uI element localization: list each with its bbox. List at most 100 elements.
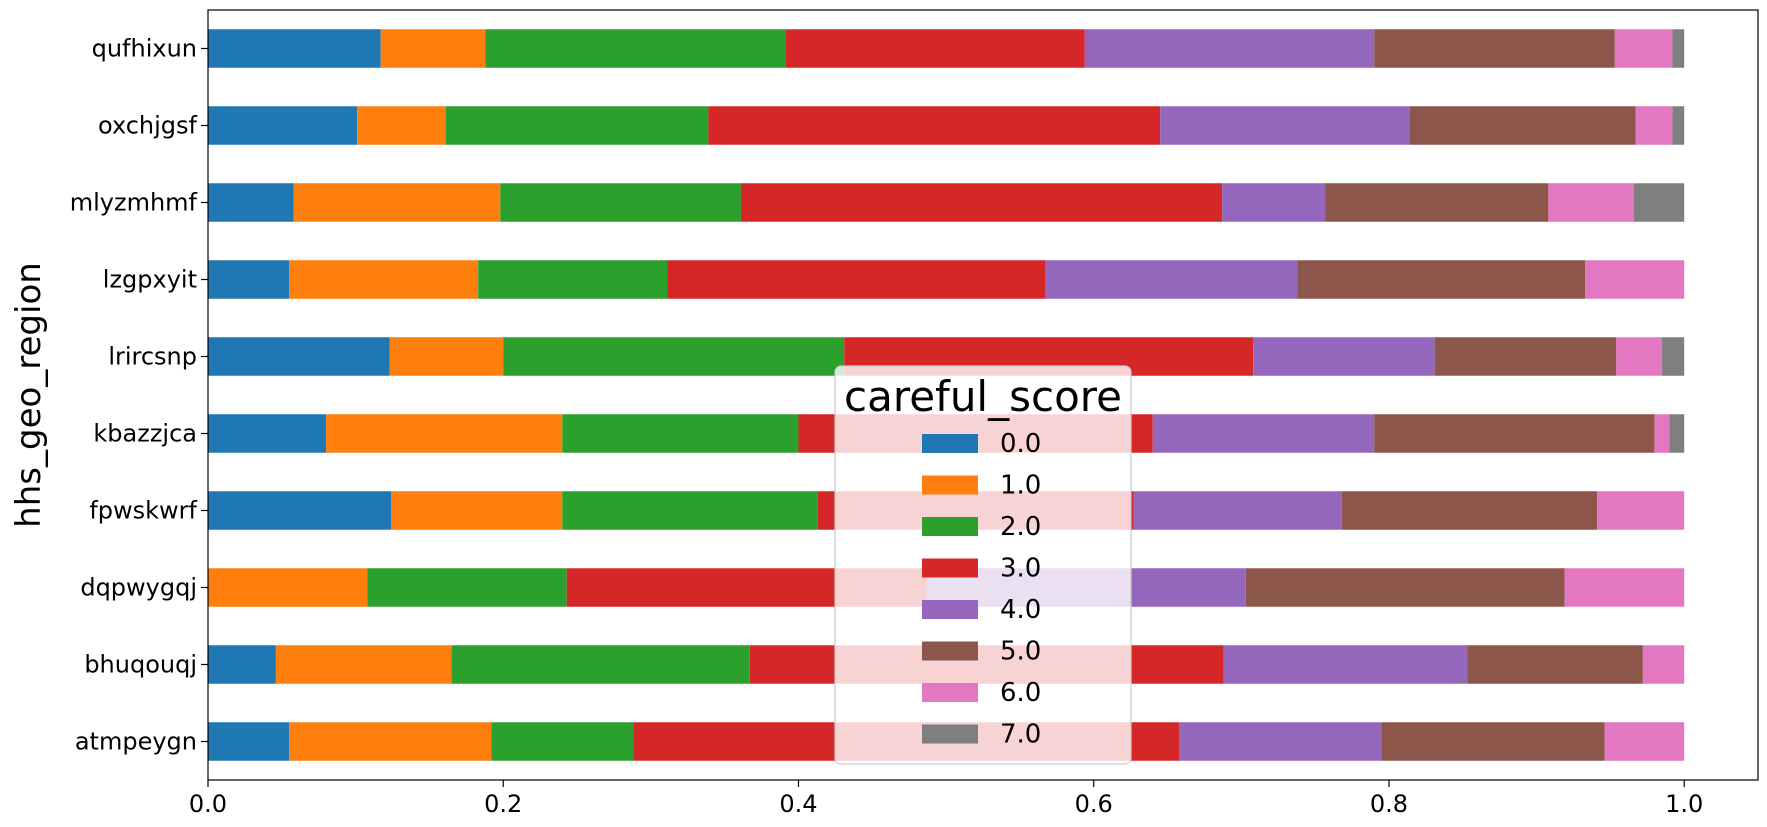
bar-kbazzjca-score-5 xyxy=(1374,414,1655,453)
legend-swatch-6 xyxy=(922,683,978,702)
bar-qufhixun-score-1 xyxy=(380,29,486,68)
bar-mlyzmhmf-score-0 xyxy=(208,183,294,222)
bar-bhuqouqj-score-0 xyxy=(208,645,276,684)
legend-swatch-2 xyxy=(922,517,978,536)
y-axis-ticks: qufhixun oxchjgsf mlyzmhmf lzgpxyit lrircsnp… xyxy=(70,35,208,756)
bar-lzgpxyit-score-1 xyxy=(289,260,479,299)
bar-lrircsnp-score-2 xyxy=(503,337,845,376)
bar-dqpwygqj-score-1 xyxy=(208,568,368,607)
legend-label-3: 3.0 xyxy=(1000,554,1041,584)
bar-bhuqouqj-score-1 xyxy=(275,645,452,684)
legend-swatch-4 xyxy=(922,600,978,619)
legend: careful_score 0.0 1.0 2.0 3.0 4.0 5.0 6.0 7.0 xyxy=(834,365,1132,765)
legend-label-6: 6.0 xyxy=(1000,678,1041,708)
bar-oxchjgsf-score-3 xyxy=(708,106,1161,145)
y-tick-label-lzgpxyit: lzgpxyit xyxy=(103,266,197,294)
x-axis-ticks: 0.0 0.2 0.4 0.6 0.8 1.0 xyxy=(189,780,1703,818)
y-tick-label-lrircsnp: lrircsnp xyxy=(108,343,197,371)
bar-kbazzjca-score-1 xyxy=(326,414,563,453)
bar-qufhixun-score-3 xyxy=(785,29,1085,68)
legend-label-0: 0.0 xyxy=(1000,429,1041,459)
bar-bhuqouqj-score-4 xyxy=(1223,645,1468,684)
bar-mlyzmhmf-score-6 xyxy=(1548,183,1634,222)
bar-qufhixun-score-5 xyxy=(1374,29,1615,68)
bar-oxchjgsf-score-2 xyxy=(445,106,709,145)
legend-label-2: 2.0 xyxy=(1000,512,1041,542)
bar-kbazzjca-score-0 xyxy=(208,414,327,453)
bar-atmpeygn-score-5 xyxy=(1381,722,1605,761)
bar-lrircsnp-score-4 xyxy=(1253,337,1435,376)
bar-qufhixun-score-0 xyxy=(208,29,381,68)
bar-kbazzjca-score-6 xyxy=(1654,414,1670,453)
bar-oxchjgsf-score-0 xyxy=(208,106,358,145)
legend-items: 0.0 1.0 2.0 3.0 4.0 5.0 6.0 7.0 xyxy=(922,429,1041,750)
bar-atmpeygn-score-6 xyxy=(1604,722,1685,761)
legend-swatch-3 xyxy=(922,558,978,578)
bar-oxchjgsf-score-7 xyxy=(1672,106,1685,145)
bar-lzgpxyit-score-3 xyxy=(667,260,1045,299)
bar-atmpeygn-score-0 xyxy=(208,722,290,761)
bar-fpwskwrf-score-4 xyxy=(1133,491,1342,530)
legend-swatch-5 xyxy=(922,641,978,661)
bar-oxchjgsf-score-4 xyxy=(1160,106,1410,145)
y-tick-label-kbazzjca: kbazzjca xyxy=(93,420,197,448)
bar-lrircsnp-score-1 xyxy=(389,337,504,376)
bar-fpwskwrf-score-5 xyxy=(1341,491,1598,530)
legend-label-4: 4.0 xyxy=(1000,595,1041,625)
y-tick-label-bhuqouqj: bhuqouqj xyxy=(84,651,197,679)
bar-mlyzmhmf-score-2 xyxy=(500,183,741,222)
y-tick-label-qufhixun: qufhixun xyxy=(92,35,197,63)
bar-lzgpxyit-score-6 xyxy=(1585,260,1685,299)
x-tick-label-1-0: 1.0 xyxy=(1665,790,1703,818)
bar-qufhixun-score-4 xyxy=(1084,29,1375,68)
bar-dqpwygqj-score-2 xyxy=(367,568,567,607)
legend-label-7: 7.0 xyxy=(1000,720,1041,750)
legend-label-5: 5.0 xyxy=(1000,637,1041,667)
bar-fpwskwrf-score-0 xyxy=(208,491,392,530)
bar-oxchjgsf-score-6 xyxy=(1635,106,1673,145)
bar-lrircsnp-score-7 xyxy=(1662,337,1685,376)
x-tick-label-0-0: 0.0 xyxy=(189,790,227,818)
legend-title: careful_score xyxy=(844,372,1122,421)
plot-frame xyxy=(207,9,1759,781)
y-tick-label-fpwskwrf: fpwskwrf xyxy=(89,497,197,525)
bar-atmpeygn-score-2 xyxy=(491,722,634,761)
y-tick-label-dqpwygqj: dqpwygqj xyxy=(80,574,197,602)
bar-lrircsnp-score-0 xyxy=(208,337,390,376)
bar-atmpeygn-score-1 xyxy=(289,722,492,761)
bar-lzgpxyit-score-5 xyxy=(1297,260,1586,299)
bar-qufhixun-score-2 xyxy=(485,29,786,68)
bar-kbazzjca-score-2 xyxy=(562,414,799,453)
bar-atmpeygn-score-4 xyxy=(1179,722,1382,761)
bar-fpwskwrf-score-6 xyxy=(1597,491,1685,530)
y-tick-label-oxchjgsf: oxchjgsf xyxy=(98,112,198,140)
x-tick-label-0-8: 0.8 xyxy=(1370,790,1408,818)
legend-box xyxy=(834,365,1132,765)
bar-qufhixun-score-7 xyxy=(1672,29,1685,68)
y-tick-label-mlyzmhmf: mlyzmhmf xyxy=(70,189,198,217)
legend-swatch-1 xyxy=(922,475,978,495)
bar-dqpwygqj-score-6 xyxy=(1564,568,1685,607)
bar-oxchjgsf-score-1 xyxy=(357,106,446,145)
bar-lzgpxyit-score-2 xyxy=(478,260,668,299)
bar-qufhixun-score-6 xyxy=(1614,29,1673,68)
bar-lrircsnp-score-5 xyxy=(1434,337,1617,376)
legend-swatch-0 xyxy=(922,434,978,453)
bar-fpwskwrf-score-1 xyxy=(391,491,563,530)
legend-label-1: 1.0 xyxy=(1000,471,1041,501)
bar-oxchjgsf-score-5 xyxy=(1409,106,1636,145)
bar-bhuqouqj-score-6 xyxy=(1642,645,1685,684)
y-tick-label-atmpeygn: atmpeygn xyxy=(75,728,197,756)
x-tick-label-0-6: 0.6 xyxy=(1075,790,1113,818)
bar-mlyzmhmf-score-5 xyxy=(1325,183,1549,222)
bar-lzgpxyit-score-4 xyxy=(1045,260,1298,299)
bar-lzgpxyit-score-0 xyxy=(208,260,290,299)
bar-mlyzmhmf-score-3 xyxy=(740,183,1223,222)
bar-bhuqouqj-score-2 xyxy=(451,645,750,684)
bar-fpwskwrf-score-2 xyxy=(562,491,818,530)
bar-lrircsnp-score-6 xyxy=(1616,337,1663,376)
bar-mlyzmhmf-score-1 xyxy=(293,183,501,222)
bar-kbazzjca-score-4 xyxy=(1152,414,1375,453)
x-tick-label-0-4: 0.4 xyxy=(779,790,817,818)
